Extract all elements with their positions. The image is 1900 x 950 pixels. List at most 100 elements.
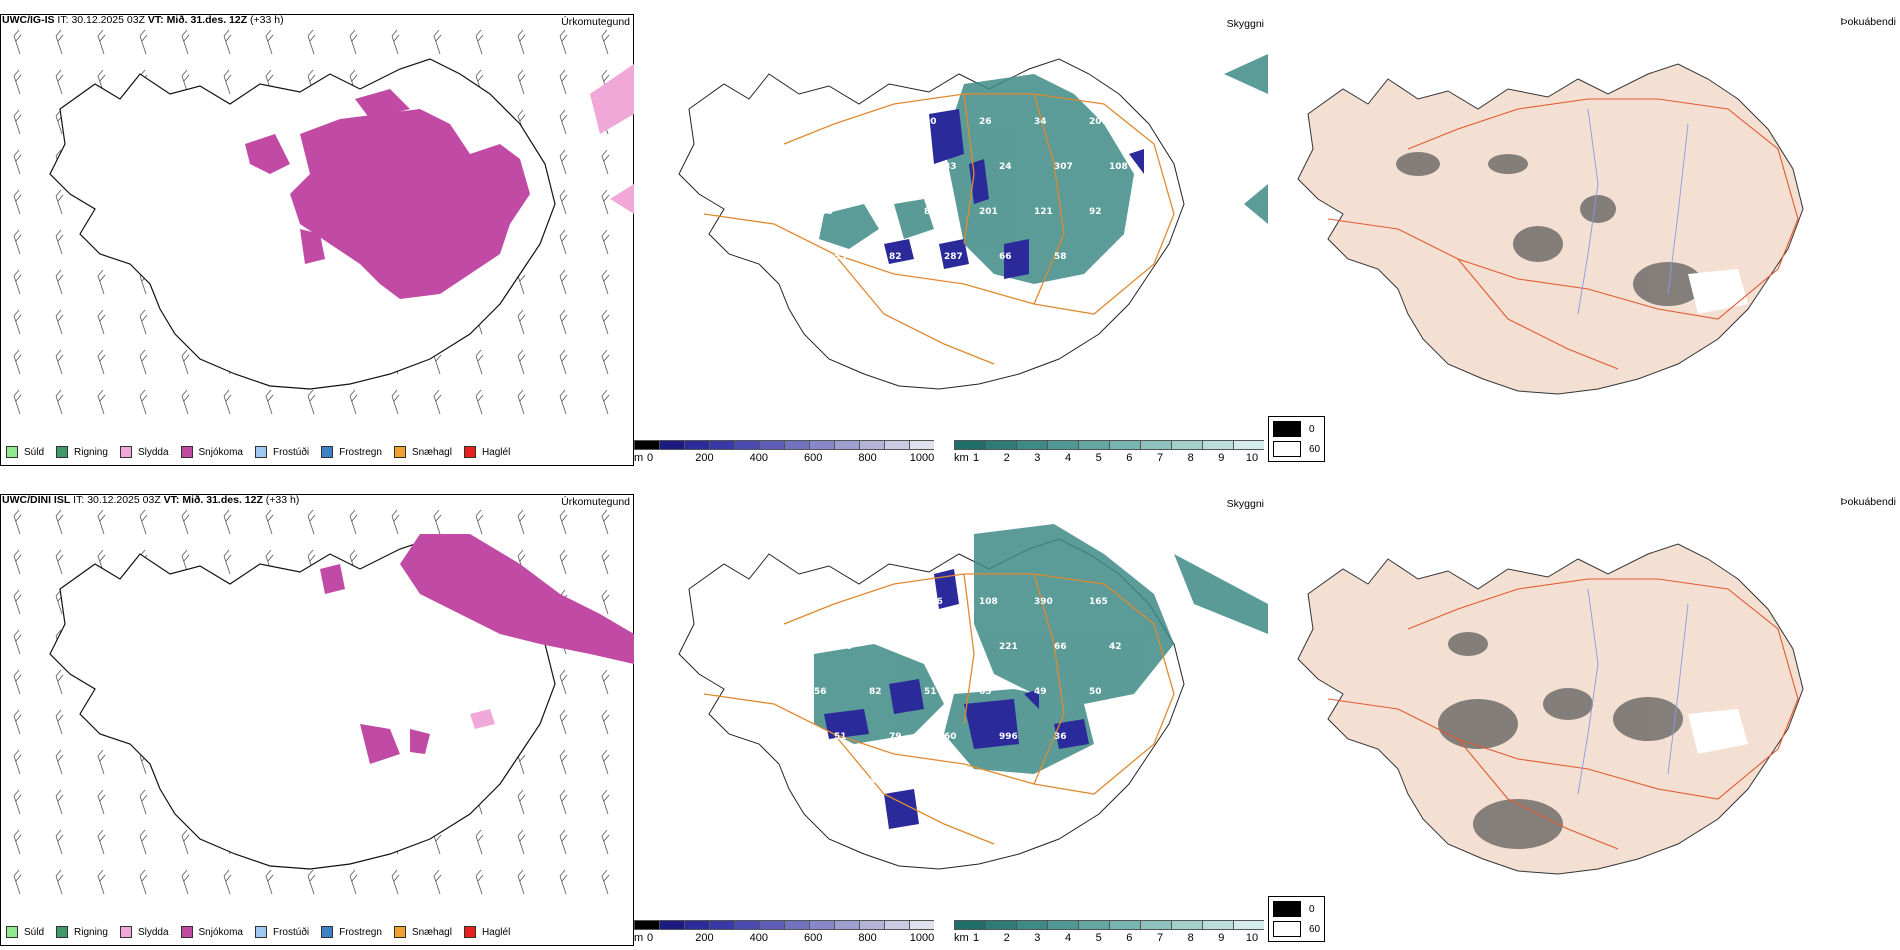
ceiling-value-label: 36 bbox=[1054, 732, 1067, 742]
ceiling-value-label: 51 bbox=[834, 732, 847, 742]
precip-type-map-2 bbox=[0, 494, 634, 946]
wind-barb bbox=[559, 349, 568, 375]
ceiling-value-label: 261 bbox=[814, 597, 833, 607]
colorbar-segment bbox=[659, 920, 684, 930]
fog-legend: 0 60 bbox=[1268, 416, 1326, 462]
variable-title: Skyggni bbox=[1226, 498, 1264, 510]
wind-barb bbox=[13, 669, 22, 695]
legend-label: Frostúði bbox=[272, 446, 310, 458]
wind-barb bbox=[13, 189, 22, 215]
fog-clear-areas bbox=[1688, 709, 1748, 754]
ceiling-value-label: 806 bbox=[924, 597, 943, 607]
colorbar-unit: km bbox=[954, 452, 969, 464]
wind-barb bbox=[55, 29, 64, 55]
wind-barb bbox=[517, 69, 526, 95]
snow-areas bbox=[245, 89, 530, 299]
legend-label: Súld bbox=[24, 446, 45, 458]
colorbar-tick: 0 bbox=[646, 932, 654, 944]
wind-barb bbox=[601, 229, 610, 255]
colorbar-segment bbox=[859, 920, 884, 930]
colorbar-segment bbox=[1140, 440, 1171, 450]
wind-barb bbox=[601, 149, 610, 175]
wind-barb bbox=[139, 29, 148, 55]
variable-title: Úrkomutegund bbox=[561, 16, 630, 28]
wind-barb bbox=[559, 189, 568, 215]
wind-barb bbox=[139, 349, 148, 375]
wind-barb bbox=[13, 69, 22, 95]
ceiling-value-label: 201 bbox=[979, 207, 998, 217]
fog-legend-swatch bbox=[1273, 421, 1301, 437]
ceiling-value-label: 996 bbox=[999, 732, 1018, 742]
wind-barb bbox=[223, 509, 232, 535]
ceiling-colorbar: m 0 200 400 600 800 1000 bbox=[634, 920, 944, 944]
colorbar-segment bbox=[1202, 920, 1233, 930]
colorbar-segment bbox=[709, 440, 734, 450]
fog-panel-1: Þokuábendi 0 60 bbox=[1268, 14, 1900, 466]
colorbar-segment bbox=[834, 920, 859, 930]
fog-index-map-1 bbox=[1297, 63, 1804, 395]
colorbar-tick: 1 bbox=[972, 452, 980, 464]
wind-barb bbox=[559, 29, 568, 55]
wind-barb bbox=[97, 749, 106, 775]
wind-barb bbox=[139, 829, 148, 855]
wind-barb bbox=[97, 829, 106, 855]
wind-barb bbox=[97, 349, 106, 375]
wind-barb bbox=[307, 509, 316, 535]
wind-barb bbox=[559, 549, 568, 575]
precip-legend-item: Súld bbox=[6, 926, 44, 938]
wind-barb bbox=[13, 869, 22, 895]
legend-swatch bbox=[254, 926, 267, 938]
fog-index-map-2 bbox=[1297, 543, 1804, 875]
colorbar-tick: 800 bbox=[858, 452, 877, 464]
wind-barb bbox=[97, 389, 106, 415]
fog-roads bbox=[1327, 578, 1799, 850]
precip-legend-item: Haglél bbox=[463, 446, 510, 458]
legend-label: Snæhagl bbox=[411, 446, 452, 458]
wind-barb bbox=[181, 389, 190, 415]
wind-barb bbox=[139, 869, 148, 895]
wind-barb bbox=[13, 349, 22, 375]
colorbar-segment bbox=[884, 440, 909, 450]
legend-label: Snjókoma bbox=[198, 446, 243, 458]
colorbar-tick: 5 bbox=[1095, 932, 1102, 944]
colorbar-segment bbox=[784, 920, 809, 930]
wind-barb bbox=[601, 749, 610, 775]
ceiling-value-label: 11 bbox=[1109, 732, 1122, 742]
wind-barb bbox=[559, 669, 568, 695]
ceiling-value-label: 108 bbox=[1109, 162, 1128, 172]
ceiling-value-label: 26 bbox=[979, 117, 992, 127]
wind-barb bbox=[13, 309, 22, 335]
wind-barb bbox=[391, 389, 400, 415]
precip-legend-item: Rigning bbox=[56, 446, 108, 458]
ceiling-value-label: 108 bbox=[979, 597, 998, 607]
wind-barb bbox=[349, 389, 358, 415]
legend-swatch bbox=[119, 446, 132, 458]
ceiling-panel-1: 167 38 90 26 34 207 209 280 83 24 307 108 358 277 815 2… bbox=[634, 14, 1268, 466]
precip-legend-item: Frostúði bbox=[254, 926, 309, 938]
visibility-areas bbox=[819, 54, 1268, 284]
ceiling-value-label: 165 bbox=[1089, 597, 1108, 607]
colorbar-tick: 1000 bbox=[909, 932, 935, 944]
wind-barb bbox=[559, 749, 568, 775]
colorbar-tick: 1 bbox=[972, 932, 980, 944]
ceiling-value-label: 51 bbox=[924, 687, 937, 697]
colorbar-segment bbox=[1109, 440, 1140, 450]
wind-barb bbox=[601, 789, 610, 815]
legend-swatch bbox=[254, 446, 267, 458]
fog-legend-item: 60 bbox=[1273, 921, 1320, 937]
ceiling-value-label: 83 bbox=[944, 162, 957, 172]
fog-panel-2: Þokuábendi 0 60 bbox=[1268, 494, 1900, 946]
legend-swatch bbox=[463, 446, 476, 458]
wind-barb bbox=[265, 29, 274, 55]
ceiling-colorbar: m 0 200 400 600 800 1000 bbox=[634, 440, 944, 464]
wind-barb bbox=[601, 509, 610, 535]
colorbar-segment bbox=[1047, 920, 1078, 930]
legend-swatch bbox=[463, 926, 476, 938]
ceiling-visibility-map-2: 261 718 806 108 390 165 169 243 93 221 66 42 56 82 51 6… bbox=[678, 524, 1268, 870]
legend-swatch bbox=[6, 926, 18, 938]
wind-barb bbox=[265, 869, 274, 895]
precip-legend-item: Slydda bbox=[119, 446, 169, 458]
colorbar-tick: 9 bbox=[1218, 452, 1225, 464]
fog-legend-label: 60 bbox=[1309, 443, 1321, 455]
precip-legend-item: Súld bbox=[6, 446, 44, 458]
